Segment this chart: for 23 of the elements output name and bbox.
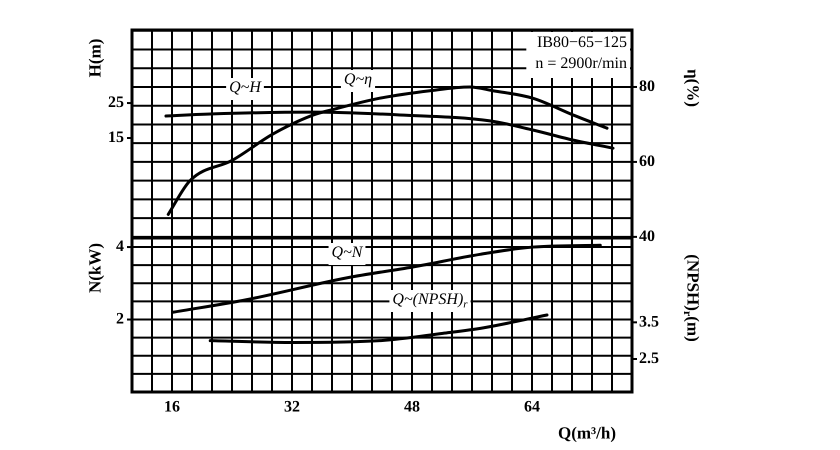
x-tick-label: 32 bbox=[284, 398, 300, 416]
annotation: n = 2900r/min bbox=[535, 55, 627, 72]
y-tick-label: 25 bbox=[108, 94, 124, 112]
x-tick-label: 16 bbox=[164, 398, 180, 416]
y2-axis-title: η(%) bbox=[684, 69, 703, 107]
y-axis-title: H(m) bbox=[85, 38, 104, 78]
y2-tick-label: 40 bbox=[639, 228, 655, 246]
y2-tick-label: 80 bbox=[639, 78, 655, 96]
y-axis-title: N(kW) bbox=[85, 242, 104, 294]
x-tick-label: 48 bbox=[404, 398, 420, 416]
y2-tick-label: 60 bbox=[639, 153, 655, 170]
y2-axis-title: (NPSH)r(m) bbox=[680, 254, 703, 342]
x-tick-label: 64 bbox=[524, 398, 540, 416]
y-tick-label: 15 bbox=[108, 129, 124, 146]
y-tick-label: 2 bbox=[116, 310, 124, 328]
series-label: Q~N bbox=[332, 244, 364, 262]
y2-tick-label: 2.5 bbox=[639, 350, 659, 368]
y2-tick-label: 3.5 bbox=[639, 313, 659, 330]
series-label: Q~η bbox=[344, 71, 372, 88]
x-axis-title: Q(m³/h) bbox=[558, 423, 616, 442]
series-label: Q~H bbox=[229, 79, 262, 96]
annotation: IB80−65−125 bbox=[536, 34, 627, 52]
y-tick-label: 4 bbox=[116, 238, 124, 256]
